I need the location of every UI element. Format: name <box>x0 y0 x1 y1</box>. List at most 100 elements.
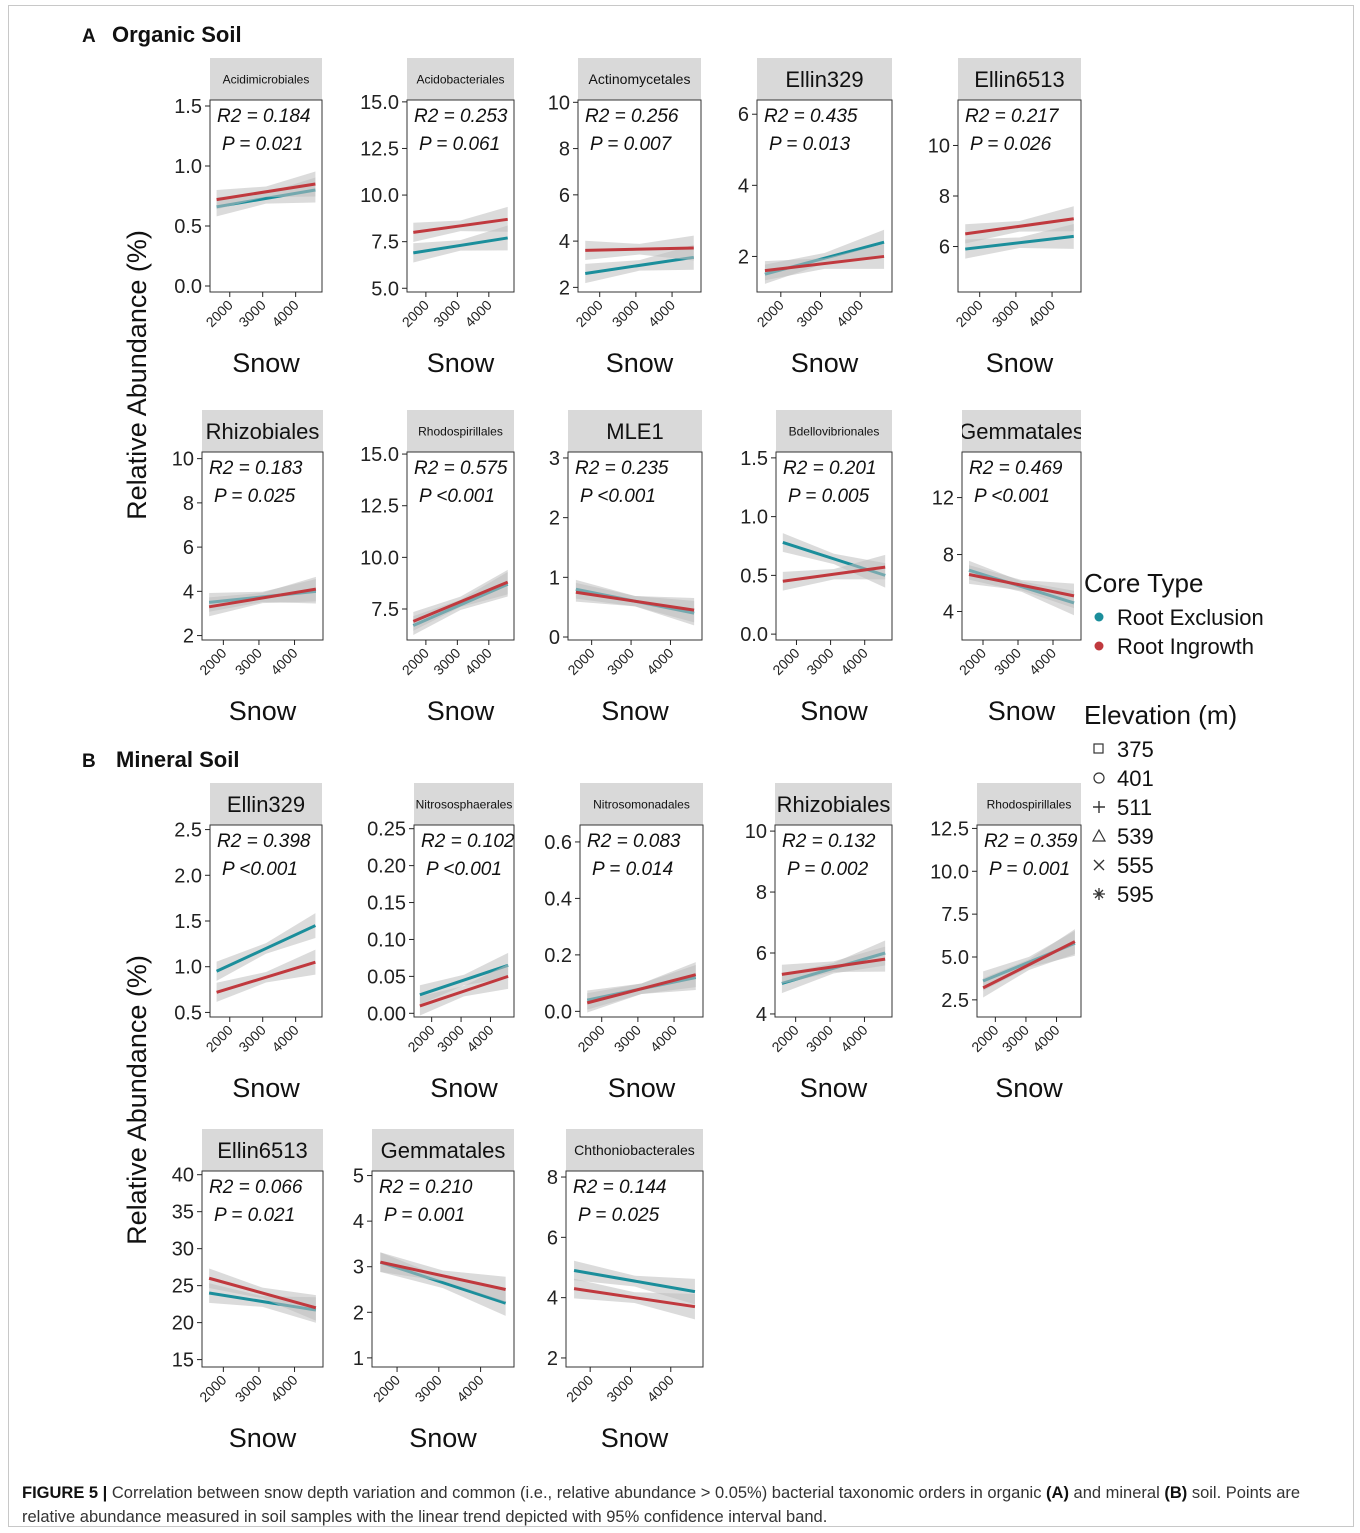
x-tick-label: 4000 <box>837 1022 870 1055</box>
x-tick-label: 2000 <box>769 645 802 678</box>
facet-a-rhizobiales: Rhizobiales 2 4 6 8 10 2000 3000 4000 Snow R2 = 0.… <box>172 410 324 726</box>
facet-b-rhizobiales: Rhizobiales 4 6 8 10 2000 3000 4000 Snow R2 = 0.1… <box>745 783 893 1103</box>
x-axis-label: Snow <box>988 696 1056 726</box>
x-tick-label: 4000 <box>837 645 870 678</box>
facet-a-rhodospirillales: Rhodospirillales 7.5 10.0 12.5 15.0 200030004… <box>360 410 515 726</box>
x-axis-label: Snow <box>800 1073 868 1103</box>
y-tick-label: 0.10 <box>367 929 406 951</box>
y-tick-label: 6 <box>559 185 570 207</box>
y-tick-label: 25 <box>172 1276 194 1298</box>
facet-title: Gemmatales <box>381 1138 506 1163</box>
p-value-label: P = 0.061 <box>419 134 500 155</box>
y-tick-label: 6 <box>756 943 767 965</box>
y-tick-label: 0.25 <box>367 819 406 841</box>
x-tick-label: 2000 <box>196 645 229 678</box>
r2-label: R2 = 0.201 <box>783 458 877 479</box>
y-tick-label: 4 <box>183 581 194 603</box>
facet-strip <box>407 58 514 100</box>
r2-label: R2 = 0.253 <box>414 106 508 127</box>
legend-elev-511: 511 <box>1117 795 1152 820</box>
trend-line-root-exclusion <box>419 963 509 997</box>
p-value-label: P = 0.001 <box>384 1205 465 1226</box>
legend-asterisk-icon <box>1093 888 1105 900</box>
legend-root-ingrowth-swatch <box>1094 641 1104 651</box>
facet-b-nitrososphaerales: Nitrososphaerales 0.00 0.05 0.10 0.15 0.20 0.2… <box>367 783 515 1103</box>
facet-strip <box>580 783 703 825</box>
y-tick-label: 8 <box>559 139 570 161</box>
trend-line-root-exclusion <box>965 234 1074 251</box>
p-value-label: P = 0.021 <box>214 1205 295 1226</box>
trend-line-root-ingrowth <box>216 182 316 202</box>
legend-root-ingrowth-label: Root Ingrowth <box>1117 634 1254 659</box>
facet-title: MLE1 <box>606 419 663 444</box>
legend-core-type-title: Core Type <box>1084 568 1203 598</box>
p-value-label: P <0.001 <box>580 486 656 507</box>
facet-strip <box>568 410 702 452</box>
facet-a-gemmatales: Gemmatales 4 8 12 2000 3000 4000 Snow R2 = 0.469… <box>932 410 1082 726</box>
legend-circle-icon <box>1093 772 1105 784</box>
plot-border <box>413 824 515 1018</box>
facet-b-nitrosomonadales: Nitrosomonadales 0.0 0.2 0.4 0.6 2000 3000 4000… <box>544 783 704 1103</box>
x-tick-label: 2000 <box>952 297 985 330</box>
plot-border <box>565 1170 704 1368</box>
legend-elev-401: 401 <box>1117 766 1154 791</box>
p-value-label: P <0.001 <box>222 859 298 880</box>
y-tick-label: 0.0 <box>740 624 768 646</box>
y-tick-label: 0.0 <box>174 276 202 298</box>
trend-line-root-ingrowth <box>781 957 886 976</box>
r2-label: R2 = 0.066 <box>209 1177 303 1198</box>
x-tick-label: 2000 <box>203 1022 236 1055</box>
facet-title: Rhizobiales <box>206 419 320 444</box>
plot-border <box>201 1170 324 1368</box>
x-tick-label: 3000 <box>991 645 1024 678</box>
x-axis-label: Snow <box>427 348 495 378</box>
x-axis-label: Snow <box>601 696 669 726</box>
facet-a-bdellovibrionales: Bdellovibrionales 0.0 0.5 1.0 1.5 2000 3000 400… <box>740 410 893 726</box>
x-tick-label: 2000 <box>574 1022 607 1055</box>
r2-label: R2 = 0.183 <box>209 458 303 479</box>
x-tick-label: 4000 <box>463 1022 496 1055</box>
y-tick-label: 2 <box>549 508 560 530</box>
x-tick-label: 3000 <box>232 1372 265 1405</box>
x-tick-label: 4000 <box>647 1022 680 1055</box>
x-tick-label: 3000 <box>235 1022 268 1055</box>
panel-b-letter: B <box>82 751 96 772</box>
x-tick-label: 3000 <box>793 297 826 330</box>
trend-line-root-exclusion <box>573 1269 696 1294</box>
x-tick-label: 4000 <box>1025 297 1058 330</box>
y-tick-label: 10 <box>745 821 767 843</box>
y-tick-label: 2.5 <box>941 990 969 1012</box>
y-tick-label: 10 <box>928 135 950 157</box>
trend-line-root-ingrowth <box>208 1276 317 1310</box>
x-tick-label: 2000 <box>564 645 597 678</box>
facet-title: Bdellovibrionales <box>789 424 880 438</box>
p-value-label: P = 0.013 <box>769 134 851 155</box>
y-tick-label: 8 <box>756 882 767 904</box>
y-tick-label: 4 <box>353 1211 364 1233</box>
p-value-label: P = 0.002 <box>787 859 869 880</box>
plot-border <box>756 99 893 293</box>
facet-strip <box>958 58 1081 100</box>
x-axis-label: Snow <box>232 1073 300 1103</box>
y-tick-label: 8 <box>547 1167 558 1189</box>
facet-b-ellin329: Ellin329 0.5 1.0 1.5 2.0 2.5 2000 3000 4000 Snow R… <box>174 783 323 1103</box>
plot-border <box>775 451 893 641</box>
r2-label: R2 = 0.435 <box>764 106 858 127</box>
x-tick-label: 4000 <box>453 1372 486 1405</box>
x-tick-label: 4000 <box>462 645 495 678</box>
y-tick-label: 10 <box>548 92 570 114</box>
plot-border <box>406 451 515 641</box>
facet-strip <box>372 1129 514 1171</box>
x-tick-label: 3000 <box>235 297 268 330</box>
r2-label: R2 = 0.102 <box>421 831 515 852</box>
x-tick-label: 2000 <box>196 1372 229 1405</box>
r2-label: R2 = 0.469 <box>969 458 1063 479</box>
y-tick-label: 10.0 <box>930 861 969 883</box>
y-tick-label: 35 <box>172 1202 194 1224</box>
y-tick-label: 1 <box>353 1348 364 1370</box>
y-tick-label: 4 <box>943 602 954 624</box>
trend-line-root-ingrowth <box>586 973 697 1005</box>
y-tick-label: 6 <box>738 104 749 126</box>
x-tick-label: 2000 <box>572 297 605 330</box>
y-tick-label: 15 <box>172 1350 194 1372</box>
